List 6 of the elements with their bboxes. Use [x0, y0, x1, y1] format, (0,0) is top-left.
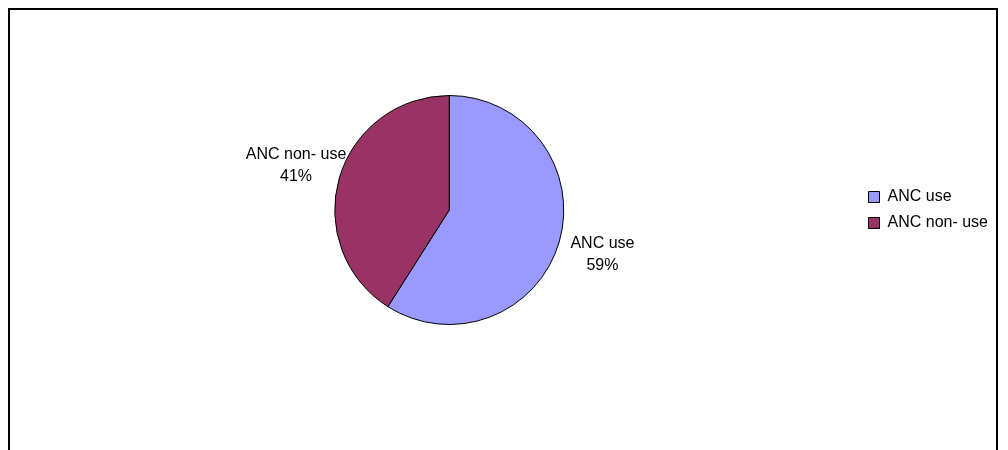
legend-label: ANC non- use [887, 213, 989, 231]
legend-label: ANC use [887, 187, 952, 205]
slice-label: ANC use [570, 233, 635, 251]
slice-label: ANC non- use [245, 144, 347, 162]
data-label: 41% [280, 166, 313, 184]
data-label: 59% [586, 255, 619, 273]
